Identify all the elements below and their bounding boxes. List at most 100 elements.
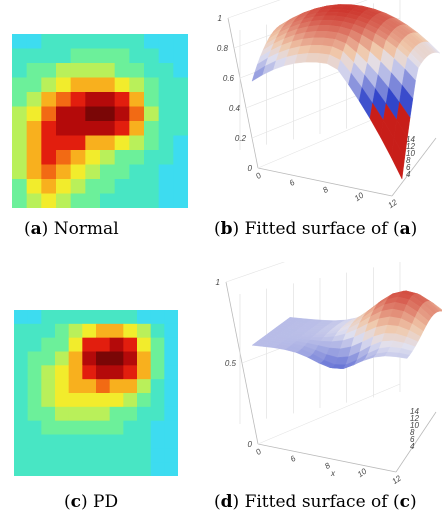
heatmap-cell (173, 48, 188, 64)
heatmap-cell (150, 462, 165, 476)
heatmap-cell (26, 106, 42, 122)
heatmap-cell (109, 448, 124, 463)
heatmap-cell (41, 135, 57, 151)
heatmap-cell (158, 164, 174, 180)
heatmap-cell (55, 323, 70, 339)
heatmap-cell (164, 420, 178, 435)
heatmap-cell (41, 351, 56, 366)
heatmap-cell (137, 351, 152, 366)
heatmap-cell (158, 106, 174, 122)
heatmap-cell (114, 63, 130, 78)
heatmap-cell (41, 448, 56, 463)
heatmap-cell (14, 420, 29, 435)
heatmap-cell (137, 448, 152, 463)
heatmap-cell (70, 193, 86, 208)
heatmap-cell (27, 434, 42, 449)
heatmap-cell (26, 121, 42, 136)
heatmap-cell (129, 164, 145, 180)
heatmap-cell (41, 77, 57, 93)
heatmap-cell (82, 462, 97, 476)
heatmap-cell (164, 379, 178, 394)
heatmap-cell (26, 150, 42, 165)
heatmap-cell (12, 121, 28, 136)
heatmap-cell (41, 310, 56, 325)
grid-line (227, 0, 281, 19)
heatmap-cell (41, 121, 57, 136)
heatmap-cell (158, 34, 174, 49)
x-tick-label: 12 (386, 197, 399, 210)
heatmap-cell (27, 323, 42, 339)
heatmap-cell (14, 337, 29, 352)
heatmap-cell (144, 193, 160, 208)
heatmap-cell (26, 34, 42, 49)
heatmap-cell (14, 310, 29, 325)
z-tick-label: 0 (248, 440, 253, 449)
heatmap-cell (150, 393, 165, 408)
heatmap-cell (68, 379, 83, 394)
heatmap-cell (158, 179, 174, 194)
heatmap-cell (14, 365, 29, 380)
heatmap-cell (56, 150, 72, 165)
heatmap-cell (85, 106, 101, 122)
heatmap-cell (14, 434, 29, 449)
heatmap-cell (173, 63, 188, 78)
heatmap-cell (129, 92, 145, 107)
heatmap-cell (14, 393, 29, 408)
heatmap-cell (144, 92, 160, 107)
heatmap-cell (123, 310, 138, 325)
heatmap-cell (123, 365, 138, 380)
z-tick-label: 1 (216, 278, 220, 287)
heatmap-cell (41, 337, 56, 352)
heatmap-cell (144, 77, 160, 93)
heatmap-cell (55, 420, 70, 435)
heatmap-cell (173, 179, 188, 194)
x-tick-label: 0 (254, 171, 263, 181)
heatmap-cell (82, 323, 97, 339)
heatmap-cell (82, 337, 97, 352)
heatmap-cell (144, 135, 160, 151)
heatmap-cell (96, 406, 111, 422)
heatmap-cell (27, 462, 42, 476)
x-tick-label: 6 (288, 178, 297, 188)
heatmap-cell (96, 337, 111, 352)
z-tick-label: 0 (248, 164, 253, 173)
heatmap-cell (150, 420, 165, 435)
heatmap-cell (109, 323, 124, 339)
heatmap-cell (82, 365, 97, 380)
heatmap-cell (12, 135, 28, 151)
heatmap-cell (41, 92, 57, 107)
heatmap-cell (70, 48, 86, 64)
heatmap-cell (129, 63, 145, 78)
heatmap-cell (41, 406, 56, 422)
heatmap-cell (109, 365, 124, 380)
y-tick-label: 4 (406, 170, 411, 179)
heatmap-cell (41, 63, 57, 78)
heatmap-cell (96, 351, 111, 366)
heatmap-cell (12, 48, 28, 64)
heatmap-cell (150, 351, 165, 366)
caption-a: (a) Normal (24, 219, 119, 239)
heatmap-cell (68, 323, 83, 339)
heatmap-cell (158, 150, 174, 165)
heatmap-cell (114, 106, 130, 122)
heatmap-cell (85, 164, 101, 180)
z-tick-label: 0.6 (223, 74, 235, 83)
x-tick-label: 10 (353, 190, 366, 203)
heatmap-cell (114, 164, 130, 180)
heatmap-cell (164, 323, 178, 339)
heatmap-cell (137, 337, 152, 352)
heatmap-cell (82, 406, 97, 422)
heatmap-cell (70, 92, 86, 107)
heatmap-cell (100, 121, 116, 136)
heatmap-cell (158, 135, 174, 151)
heatmap-cell (150, 379, 165, 394)
heatmap-cell (41, 365, 56, 380)
y-tick-label: 8 (406, 156, 411, 165)
heatmap-cell (27, 406, 42, 422)
heatmap-cell (137, 406, 152, 422)
heatmap-cell (12, 34, 28, 49)
heatmap-cell (123, 379, 138, 394)
heatmap-cell (109, 379, 124, 394)
